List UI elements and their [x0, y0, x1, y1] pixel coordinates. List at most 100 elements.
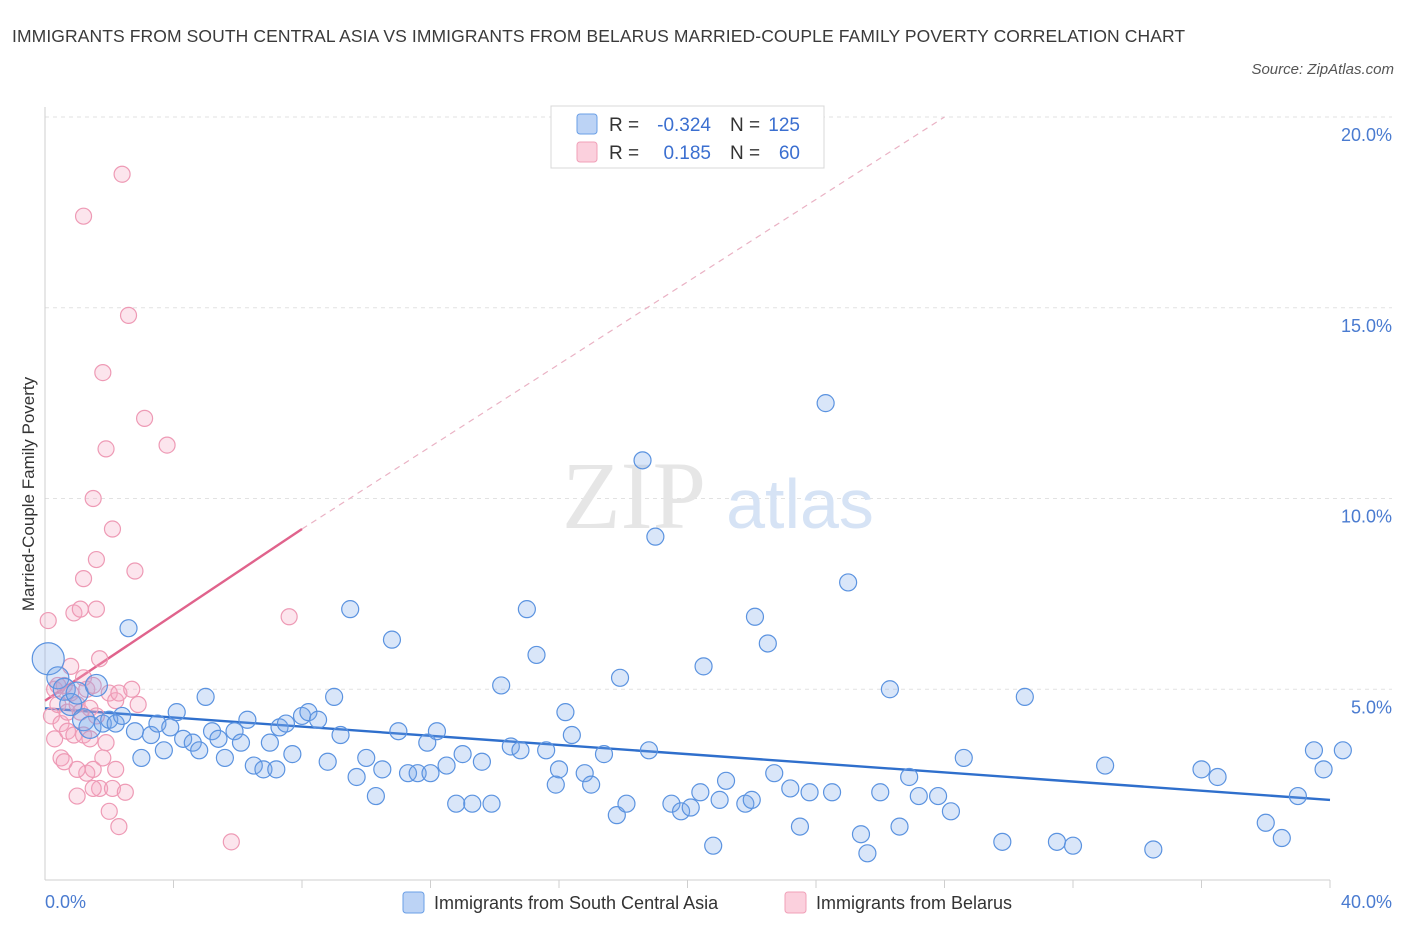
south-central-asia-point: [46, 666, 70, 690]
south-central-asia-point: [790, 817, 810, 836]
south-central-asia-point: [562, 725, 581, 745]
legend: R = -0.324 N = 125 R = 0.185 N = 60: [550, 105, 825, 169]
bottom-legend-swatch-pink: [784, 891, 807, 914]
legend-r-value-1: -0.324: [657, 115, 711, 136]
belarus-point: [107, 760, 125, 778]
south-central-asia-point: [1288, 786, 1307, 806]
belarus-point: [113, 165, 131, 183]
legend-n-label-1: N =: [730, 115, 760, 136]
south-central-asia-point: [549, 760, 569, 779]
watermark-atlas: atlas: [726, 465, 874, 543]
y-tick-label: 15.0%: [1341, 316, 1392, 336]
belarus-point: [119, 306, 138, 324]
south-central-asia-point: [1063, 836, 1083, 855]
south-central-asia-point: [427, 722, 447, 741]
belarus-point: [110, 817, 128, 836]
south-central-asia-point: [215, 748, 234, 768]
legend-r-label-2: R =: [609, 143, 639, 164]
south-central-asia-point: [1047, 832, 1067, 851]
x-tick-labels: 0.0% 40.0%: [45, 892, 1392, 912]
south-central-asia-point: [610, 668, 630, 687]
south-central-asia-point: [276, 714, 296, 733]
south-central-asia-point: [190, 741, 209, 760]
south-central-asia-point: [161, 718, 180, 737]
south-central-asia-point: [671, 802, 691, 821]
south-central-asia-point: [1208, 767, 1227, 787]
x-tick-label: 40.0%: [1341, 892, 1392, 912]
south-central-asia-point: [745, 607, 765, 626]
south-central-asia-point: [646, 527, 665, 546]
south-central-asia-point: [299, 703, 318, 722]
south-central-asia-point: [716, 771, 736, 790]
belarus-point: [68, 787, 86, 805]
y-axis-title: Married-Couple Family Poverty: [19, 376, 38, 611]
legend-n-value-2: 60: [779, 143, 800, 164]
south-central-asia-point: [318, 752, 337, 771]
south-central-asia-point: [260, 733, 279, 752]
south-central-asia-point: [880, 680, 899, 699]
south-central-asia-point: [125, 722, 145, 741]
bottom-legend-swatch-blue: [402, 891, 425, 914]
south-central-asia-point: [209, 729, 228, 748]
belarus-point: [103, 779, 122, 798]
south-central-asia-point: [871, 783, 890, 802]
south-central-asia-point: [694, 657, 713, 676]
south-central-asia-point: [556, 703, 575, 722]
south-central-asia-point: [546, 775, 565, 794]
south-central-asia-point: [954, 748, 973, 768]
south-central-asia-point: [347, 767, 366, 787]
south-central-asia-point: [331, 725, 350, 745]
south-central-asia-point: [517, 600, 536, 619]
y-tick-label: 10.0%: [1341, 507, 1392, 527]
south-central-asia-point: [106, 714, 125, 733]
south-central-asia-point: [421, 764, 440, 783]
belarus-point: [135, 409, 154, 427]
south-central-asia-point: [691, 783, 710, 802]
south-central-asia-point: [357, 748, 376, 768]
south-central-asia-point: [617, 794, 636, 813]
south-central-asia-point: [1314, 760, 1333, 779]
south-central-asia-point: [167, 703, 186, 722]
south-central-asia-point: [527, 645, 546, 665]
series-south-central-asia-points: [31, 394, 1352, 863]
belarus-point: [94, 364, 112, 382]
belarus-trend-line: [44, 528, 303, 702]
legend-swatch-pink: [576, 141, 598, 163]
south-central-asia-point: [59, 692, 83, 717]
belarus-point: [116, 783, 134, 801]
south-central-asia-trend-line: [44, 707, 1331, 802]
south-central-asia-point: [928, 786, 948, 806]
south-central-asia-point: [681, 798, 700, 817]
belarus-point: [84, 779, 102, 798]
belarus-point: [94, 749, 112, 767]
y-tick-label: 5.0%: [1351, 697, 1392, 717]
belarus-point: [222, 833, 240, 851]
south-central-asia-point: [132, 748, 151, 768]
south-central-asia-point: [373, 760, 392, 779]
belarus-point: [97, 440, 115, 458]
legend-n-value-1: 125: [768, 115, 800, 136]
south-central-asia-point: [858, 844, 877, 863]
south-central-asia-point: [78, 715, 102, 740]
south-central-asia-point: [84, 673, 109, 698]
trend-lines: [44, 116, 1331, 802]
belarus-point: [126, 562, 144, 580]
south-central-asia-point: [389, 722, 408, 741]
south-central-asia-point: [710, 790, 729, 809]
grid-lines: [45, 116, 1392, 690]
south-central-asia-point: [183, 733, 202, 752]
south-central-asia-point: [839, 573, 858, 592]
south-central-asia-point: [1096, 756, 1115, 775]
belarus-point: [280, 608, 298, 626]
south-central-asia-point: [71, 708, 96, 732]
south-central-asia-point: [482, 794, 501, 813]
y-tick-label: 20.0%: [1341, 125, 1392, 145]
south-central-asia-point: [662, 794, 681, 813]
belarus-point: [46, 730, 64, 748]
belarus-point: [74, 207, 93, 225]
source-label: Source: ZipAtlas.com: [1251, 61, 1394, 78]
belarus-point: [110, 684, 128, 702]
south-central-asia-point: [472, 752, 491, 771]
south-central-asia-point: [822, 783, 842, 802]
